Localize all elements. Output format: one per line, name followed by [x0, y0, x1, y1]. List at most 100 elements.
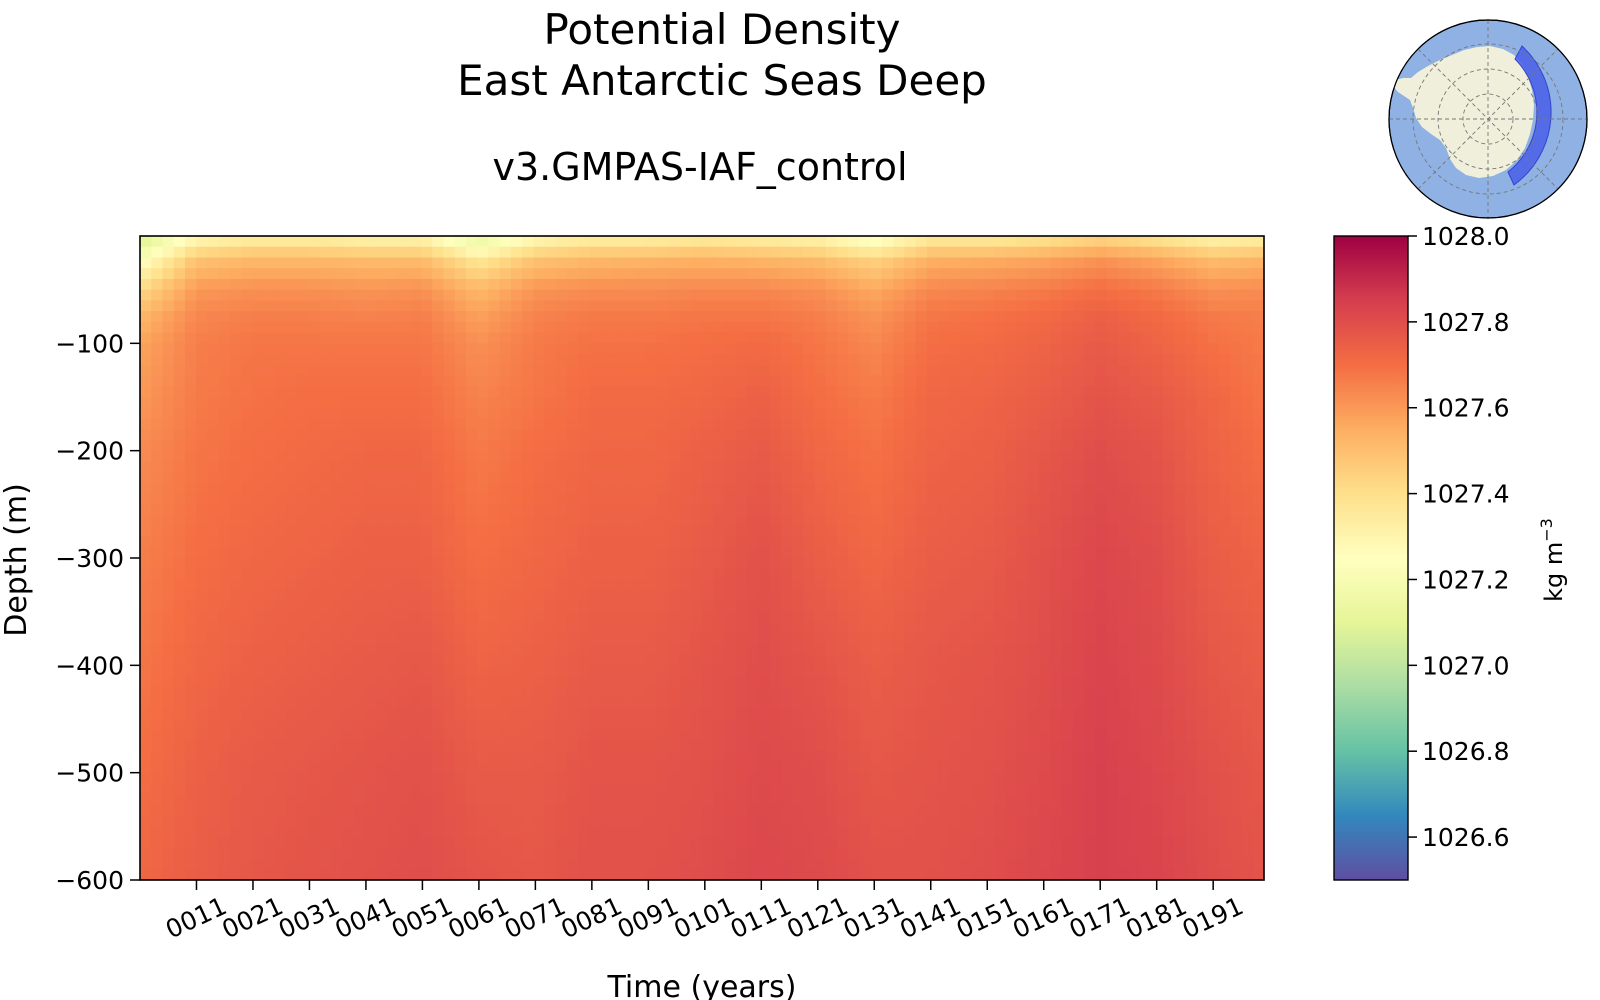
heatmap-cell: [645, 686, 658, 699]
heatmap-cell: [488, 611, 501, 623]
heatmap-cell: [926, 268, 939, 280]
heatmap-cell: [1185, 493, 1198, 505]
heatmap-cell: [196, 579, 209, 591]
heatmap-cell: [634, 300, 647, 312]
heatmap-cell: [679, 343, 692, 355]
heatmap-cell: [600, 450, 613, 462]
heatmap-cell: [1016, 311, 1029, 323]
heatmap-cell: [308, 697, 321, 709]
heatmap-cell: [555, 708, 568, 720]
heatmap-cell: [555, 504, 568, 516]
heatmap-cell: [1095, 397, 1108, 409]
heatmap-cell: [319, 536, 332, 548]
heatmap-cell: [1061, 397, 1074, 409]
heatmap-cell: [229, 300, 242, 312]
heatmap-cell: [342, 332, 355, 344]
heatmap-cell: [1162, 590, 1175, 602]
heatmap-cell: [353, 268, 366, 280]
heatmap-cell: [634, 590, 647, 602]
heatmap-cell: [184, 740, 197, 752]
heatmap-cell: [432, 429, 445, 441]
heatmap-cell: [994, 354, 1007, 366]
heatmap-cell: [848, 429, 860, 441]
heatmap-cell: [196, 697, 209, 709]
heatmap-cell: [1106, 665, 1119, 677]
heatmap-cell: [960, 504, 973, 516]
heatmap-cell: [387, 622, 400, 634]
heatmap-cell: [1027, 493, 1040, 505]
heatmap-cell: [1095, 600, 1108, 613]
heatmap-cell: [746, 407, 759, 420]
heatmap-cell: [510, 740, 523, 752]
heatmap-cell: [971, 257, 984, 269]
heatmap-cell: [1039, 729, 1052, 742]
heatmap-cell: [1162, 450, 1175, 462]
heatmap-cell: [1106, 633, 1119, 645]
heatmap-cell: [679, 697, 692, 709]
heatmap-cell: [421, 236, 433, 248]
heatmap-cell: [1039, 600, 1052, 613]
heatmap-cell: [353, 246, 366, 259]
heatmap-cell: [600, 719, 613, 731]
heatmap-cell: [881, 300, 894, 312]
heatmap-cell: [421, 676, 433, 688]
heatmap-cell: [1061, 268, 1074, 280]
heatmap-cell: [1241, 472, 1254, 484]
heatmap-cell: [173, 364, 186, 377]
heatmap-cell: [162, 354, 175, 366]
heatmap-cell: [1230, 579, 1243, 591]
heatmap-cell: [1005, 354, 1018, 366]
heatmap-cell: [1005, 611, 1018, 623]
heatmap-cell: [668, 719, 681, 731]
heatmap-cell: [510, 450, 523, 462]
heatmap-cell: [926, 493, 939, 505]
heatmap-cell: [904, 697, 917, 709]
heatmap-cell: [623, 332, 636, 344]
heatmap-cell: [769, 278, 782, 291]
heatmap-cell: [938, 332, 950, 344]
heatmap-cell: [926, 547, 939, 559]
heatmap-cell: [825, 289, 838, 301]
heatmap-cell: [533, 268, 546, 280]
heatmap-cell: [421, 761, 433, 774]
heatmap-cell: [983, 686, 995, 699]
heatmap-cell: [387, 386, 400, 398]
heatmap-cell: [1219, 482, 1231, 495]
heatmap-cell: [735, 633, 748, 645]
heatmap-cell: [162, 493, 175, 505]
heatmap-cell: [971, 751, 984, 763]
heatmap-cell: [421, 515, 433, 527]
heatmap-cell: [443, 407, 456, 420]
heatmap-cell: [938, 600, 950, 613]
heatmap-cell: [1174, 600, 1186, 613]
heatmap-cell: [1117, 321, 1130, 334]
heatmap-cell: [533, 397, 546, 409]
heatmap-cell: [881, 708, 894, 720]
heatmap-cell: [1117, 289, 1130, 301]
heatmap-cell: [499, 633, 512, 645]
heatmap-cell: [409, 761, 422, 774]
heatmap-cell: [825, 257, 838, 269]
heatmap-cell: [286, 472, 298, 484]
heatmap-cell: [308, 450, 321, 462]
heatmap-cell: [600, 397, 613, 409]
heatmap-cell: [1050, 740, 1063, 752]
heatmap-cell: [600, 729, 613, 742]
heatmap-cell: [454, 719, 467, 731]
heatmap-cell: [994, 654, 1007, 666]
heatmap-cell: [1162, 729, 1175, 742]
heatmap-cell: [612, 472, 624, 484]
heatmap-cell: [544, 740, 557, 752]
heatmap-cell: [836, 236, 849, 248]
heatmap-cell: [140, 665, 152, 677]
heatmap-cell: [938, 482, 950, 495]
heatmap-cell: [668, 633, 681, 645]
heatmap-cell: [1196, 364, 1209, 377]
heatmap-cell: [331, 332, 343, 344]
heatmap-cell: [1039, 461, 1052, 473]
heatmap-cell: [702, 311, 714, 323]
heatmap-cell: [274, 407, 287, 420]
heatmap-cell: [364, 311, 377, 323]
heatmap-cell: [769, 697, 782, 709]
